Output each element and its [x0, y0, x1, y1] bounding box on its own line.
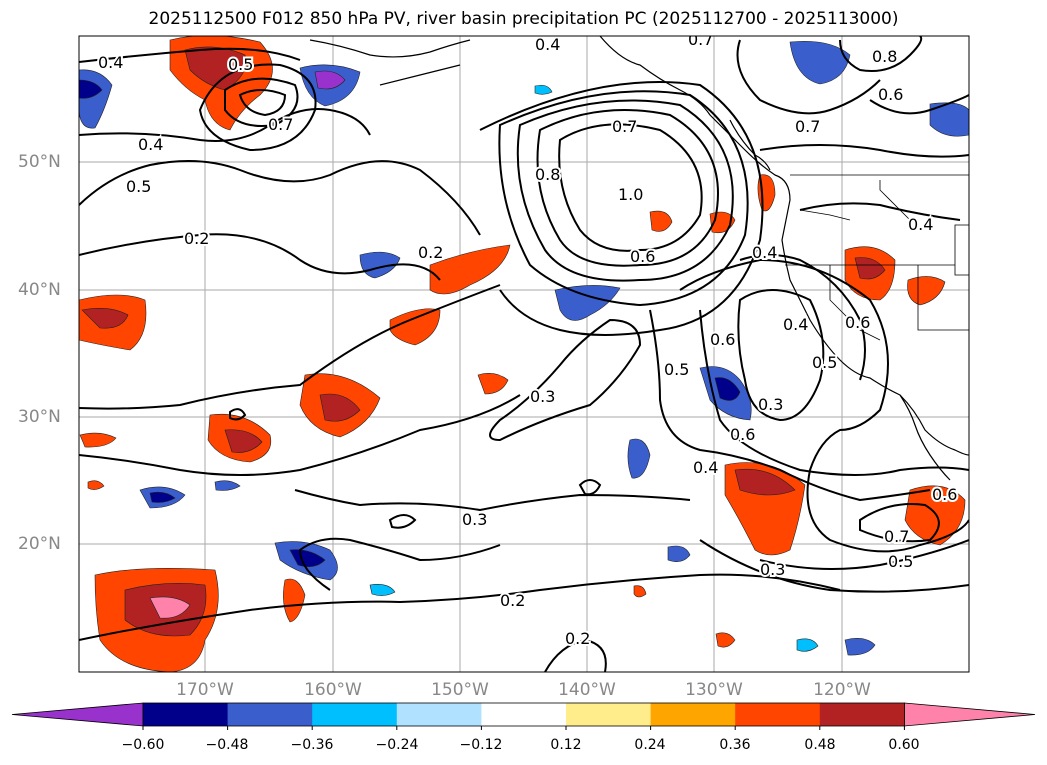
colorbar-tick-label: 0.12: [550, 737, 582, 753]
colorbar-segment: [396, 703, 482, 726]
contour-label: 0.3: [758, 395, 783, 414]
lat-label: 20°N: [18, 534, 61, 554]
contour-label: 0.4: [752, 243, 777, 262]
contour-label: 0.4: [693, 458, 718, 477]
contour-label: 0.6: [710, 330, 735, 349]
contour-label: 0.3: [462, 510, 487, 529]
gridlines: [79, 36, 969, 672]
contour-label: 0.4: [98, 53, 123, 72]
lon-label: 150°W: [431, 680, 489, 700]
contour-label: 0.4: [535, 35, 560, 54]
contour-label: 0.5: [126, 177, 151, 196]
contour-label: 0.7: [612, 117, 637, 136]
map-frame: [78, 35, 970, 673]
colorbar-tick-label: 0.60: [888, 737, 920, 753]
contour-label: 0.6: [845, 313, 870, 332]
colorbar-extend-left: [11, 702, 144, 727]
colorbar-segment: [650, 703, 736, 726]
contour-labels: 0.4 0.5 0.7 0.4 0.5 0.2 0.2 0.4 0.7 0.8 …: [96, 30, 959, 650]
colorbar-tick-label: −0.48: [205, 737, 249, 753]
colorbar-tick-label: 0.48: [804, 737, 836, 753]
map-area: 0.4 0.5 0.7 0.4 0.5 0.2 0.2 0.4 0.7 0.8 …: [79, 30, 969, 672]
colorbar: [11, 702, 1036, 730]
contour-label: 0.7: [795, 117, 820, 136]
colorbar-segment: [735, 703, 821, 726]
colorbar-tick-label: 0.36: [719, 737, 751, 753]
lon-label: 120°W: [813, 680, 871, 700]
contour-label: 0.8: [872, 47, 897, 66]
contour-label: 0.4: [908, 215, 933, 234]
contour-label: 0.6: [932, 485, 957, 504]
precip-shading: [79, 36, 966, 672]
lon-label: 170°W: [176, 680, 234, 700]
contour-label: 0.6: [730, 425, 755, 444]
pv-contours: [79, 36, 969, 672]
contour-label: 0.6: [630, 247, 655, 266]
colorbar-extend-right: [904, 702, 1036, 727]
borders: [785, 174, 969, 341]
colorbar-tick-label: −0.36: [290, 737, 334, 753]
lat-label: 40°N: [18, 280, 61, 300]
lon-label: 160°W: [304, 680, 362, 700]
lat-label: 30°N: [18, 407, 61, 427]
colorbar-frame: [142, 702, 905, 727]
contour-label: 0.4: [783, 315, 808, 334]
colorbar-tick-label: 0.24: [634, 737, 666, 753]
contour-label: 0.5: [812, 353, 837, 372]
colorbar-tick-label: −0.12: [459, 737, 503, 753]
lat-label: 50°N: [18, 152, 61, 172]
map-title: 2025112500 F012 850 hPa PV, river basin …: [148, 9, 899, 29]
colorbar-tick-label: −0.24: [375, 737, 419, 753]
colorbar-segment: [312, 703, 398, 726]
colorbar-segment: [143, 703, 229, 726]
contour-label: 0.3: [760, 560, 785, 579]
lon-label: 130°W: [685, 680, 743, 700]
contour-label: 1.0: [618, 185, 643, 204]
contour-label: 0.5: [888, 552, 913, 571]
colorbar-segment: [566, 703, 652, 726]
contour-label: 0.7: [688, 30, 713, 49]
contour-label: 0.2: [418, 243, 443, 262]
lon-label: 140°W: [558, 680, 616, 700]
contour-label: 0.4: [138, 135, 163, 154]
contour-label: 0.8: [535, 165, 560, 184]
contour-label: 0.5: [664, 360, 689, 379]
contour-label: 0.2: [565, 629, 590, 648]
contour-label: 0.7: [884, 527, 909, 546]
colorbar-segment: [481, 703, 567, 726]
colorbar-segment: [227, 703, 313, 726]
contour-label: 0.7: [268, 115, 293, 134]
colorbar-segment: [819, 703, 905, 726]
coastlines: [309, 36, 969, 481]
contour-label: 0.5: [228, 55, 253, 74]
precip-shading-negative: [79, 40, 969, 656]
colorbar-tick-label: −0.60: [121, 737, 165, 753]
contour-label: 0.6: [878, 85, 903, 104]
contour-label: 0.2: [500, 591, 525, 610]
contour-label: 0.3: [530, 387, 555, 406]
contour-label: 0.2: [184, 229, 209, 248]
